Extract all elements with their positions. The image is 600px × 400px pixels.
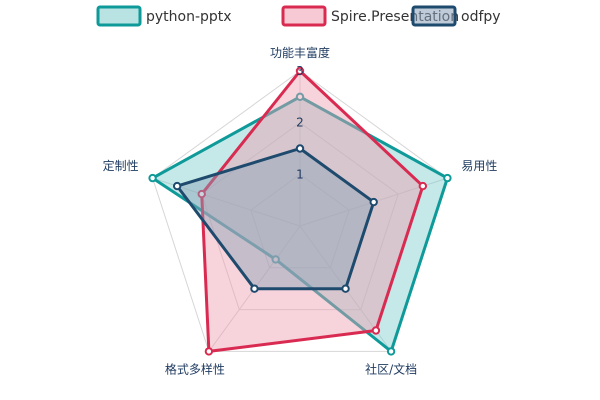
point-odfpy-3[interactable] <box>250 284 259 293</box>
point-python-pptx-1[interactable] <box>443 173 452 183</box>
axis-label-3: 格式多样性 <box>165 361 225 376</box>
series-line-odfpy <box>175 147 376 291</box>
series-odfpy <box>172 144 378 293</box>
point-python-pptx-4[interactable] <box>148 173 157 183</box>
series-area-spire-presentation <box>201 71 423 352</box>
point-odfpy-2[interactable] <box>341 284 350 293</box>
legend-item-odfpy[interactable]: odfpy <box>411 5 501 27</box>
point-python-pptx-2[interactable] <box>386 347 396 356</box>
tick-label-3: 3 <box>296 64 304 78</box>
grid-ring-1 <box>250 173 350 269</box>
legend-swatch-python-pptx <box>96 5 142 27</box>
series-line-python-pptx <box>151 95 449 353</box>
point-spire-presentation-4[interactable] <box>197 189 206 199</box>
legend-swatch-odfpy <box>411 5 457 27</box>
point-spire-presentation-1[interactable] <box>418 181 428 191</box>
legend-swatch-spire-presentation <box>281 5 327 27</box>
axis-label-1: 易用性 <box>461 159 497 173</box>
radial-ticks: 1 2 3 <box>296 64 304 181</box>
point-spire-presentation-2[interactable] <box>371 326 381 335</box>
legend-item-python-pptx[interactable]: python-pptx <box>96 5 232 27</box>
axis-label-4: 定制性 <box>103 158 139 173</box>
point-odfpy-4[interactable] <box>172 181 182 191</box>
grid-ring-2 <box>201 122 399 311</box>
grid-ring-3 <box>152 70 448 352</box>
point-spire-presentation-3[interactable] <box>204 347 214 356</box>
series-area-python-pptx <box>152 96 448 352</box>
point-python-pptx-3[interactable] <box>271 255 280 264</box>
point-python-pptx-0[interactable] <box>295 92 305 102</box>
legend-label-python-pptx: python-pptx <box>146 9 232 25</box>
point-odfpy-0[interactable] <box>295 144 305 153</box>
legend-label-odfpy: odfpy <box>461 9 501 25</box>
series-area-odfpy <box>177 148 374 289</box>
axis-label-0: 功能丰富度 <box>270 45 330 60</box>
point-odfpy-1[interactable] <box>369 197 378 207</box>
series-python-pptx <box>148 92 452 356</box>
axis-label-2: 社区/文档 <box>365 361 417 376</box>
tick-label-1: 1 <box>296 167 304 181</box>
point-spire-presentation-0[interactable] <box>295 66 305 76</box>
legend: python-pptx Spire.Presentation odfpy <box>96 5 501 27</box>
series-layer <box>148 66 452 356</box>
tick-label-2: 2 <box>296 116 304 130</box>
